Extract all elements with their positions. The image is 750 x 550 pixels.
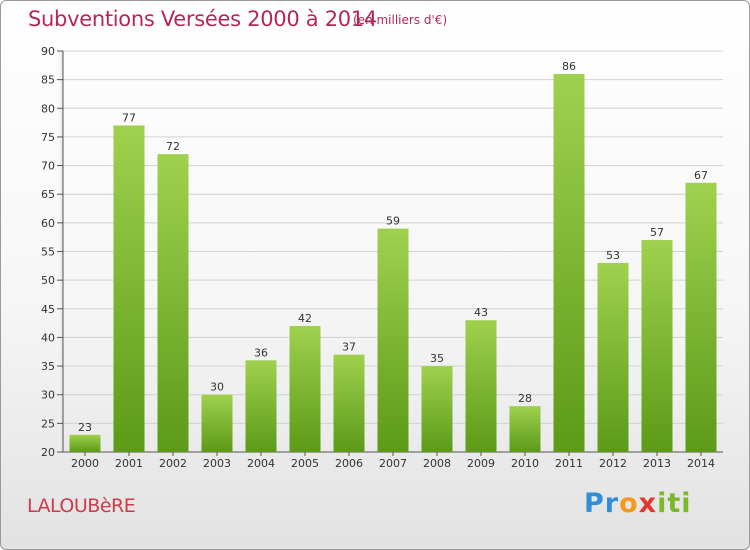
- bar: [465, 320, 497, 452]
- y-tick-label: 30: [41, 389, 55, 402]
- x-tick-label: 2001: [115, 457, 143, 470]
- x-tick-label: 2002: [159, 457, 187, 470]
- data-label: 59: [386, 215, 400, 228]
- data-label: 23: [78, 421, 92, 434]
- bar: [245, 360, 277, 452]
- bar: [509, 406, 541, 452]
- y-tick-label: 50: [41, 274, 55, 287]
- y-tick-label: 25: [41, 417, 55, 430]
- bars: [69, 73, 717, 453]
- x-tick-label: 2009: [467, 457, 495, 470]
- x-tick-label: 2007: [379, 457, 407, 470]
- x-tick-label: 2010: [511, 457, 539, 470]
- data-label: 86: [562, 60, 576, 73]
- x-tick-label: 2006: [335, 457, 363, 470]
- x-tick-label: 2012: [599, 457, 627, 470]
- y-tick-label: 20: [41, 446, 55, 459]
- x-tick-label: 2014: [687, 457, 715, 470]
- proxiti-logo[interactable]: Proxiti: [584, 488, 692, 519]
- data-label: 67: [694, 169, 708, 182]
- logo-part: iti: [657, 488, 692, 519]
- data-label: 30: [210, 381, 224, 394]
- data-label: 43: [474, 306, 488, 319]
- x-tick-label: 2003: [203, 457, 231, 470]
- logo-part: x: [638, 488, 658, 519]
- data-label: 42: [298, 312, 312, 325]
- y-tick-label: 60: [41, 217, 55, 230]
- bar: [421, 366, 453, 452]
- y-tick-label: 90: [41, 45, 55, 58]
- y-tick-label: 70: [41, 160, 55, 173]
- y-tick-label: 35: [41, 360, 55, 373]
- labels: 23 77 72 30 36 42 37 59 35 43 28 86 53 57 67: [78, 60, 708, 434]
- logo-part: Pr: [584, 488, 620, 519]
- bar: [113, 125, 145, 452]
- bar: [333, 354, 365, 452]
- y-tick-label: 45: [41, 303, 55, 316]
- bar: [641, 240, 673, 452]
- data-label: 28: [518, 392, 532, 405]
- bar: [289, 325, 321, 452]
- x-tick-label: 2004: [247, 457, 275, 470]
- data-label: 36: [254, 346, 268, 359]
- data-label: 35: [430, 352, 444, 365]
- x-tick-label: 2005: [291, 457, 319, 470]
- bar: [685, 182, 717, 452]
- bar: [597, 262, 629, 452]
- chart-subtitle: (en milliers d'€): [353, 13, 448, 27]
- data-label: 57: [650, 226, 664, 239]
- x-tick-label: 2011: [555, 457, 583, 470]
- bar: [69, 434, 101, 452]
- y-tick-label: 85: [41, 74, 55, 87]
- y-tick-label: 40: [41, 331, 55, 344]
- bar: [201, 394, 233, 452]
- bar: [553, 73, 585, 453]
- y-tick-label: 55: [41, 246, 55, 259]
- bar: [157, 154, 189, 452]
- data-label: 72: [166, 140, 180, 153]
- chart-title: Subventions Versées 2000 à 2014: [28, 7, 377, 31]
- bar: [377, 228, 409, 452]
- logo-part: o: [619, 488, 639, 519]
- y-tick-label: 75: [41, 131, 55, 144]
- x-tick-label: 2013: [643, 457, 671, 470]
- commune-name: LALOUBèRE: [27, 495, 136, 517]
- y-tick-label: 80: [41, 102, 55, 115]
- data-label: 77: [122, 111, 136, 124]
- x-tick-label: 2008: [423, 457, 451, 470]
- data-label: 53: [606, 249, 620, 262]
- y-tick-label: 65: [41, 188, 55, 201]
- data-label: 37: [342, 341, 356, 354]
- x-tick-label: 2000: [71, 457, 99, 470]
